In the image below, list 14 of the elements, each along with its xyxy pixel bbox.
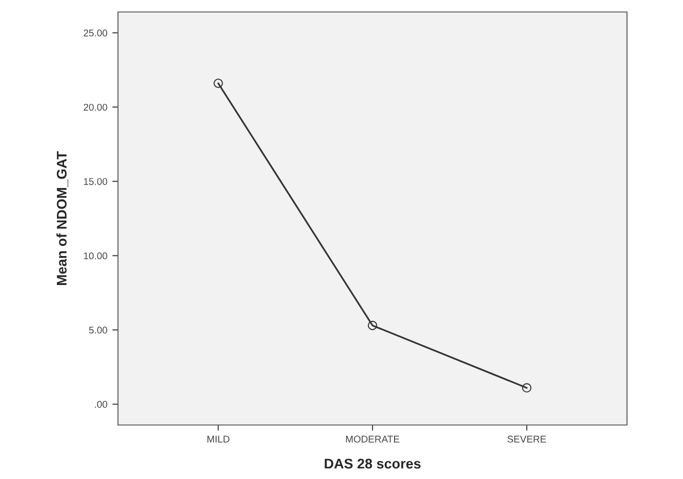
x-axis-title: DAS 28 scores <box>324 458 421 469</box>
x-tick-label: MILD <box>207 436 230 442</box>
y-tick-label: 10.00 <box>84 252 108 260</box>
point <box>522 383 532 393</box>
y-tick-label: 25.00 <box>84 30 108 36</box>
y-tick-label: 20.00 <box>84 104 108 111</box>
y-tick-label: 5.00 <box>89 326 108 334</box>
y-axis-title: Mean of NDOM_GAT <box>56 151 68 285</box>
point <box>214 78 223 88</box>
point <box>368 320 378 330</box>
x-tick-label: SEVERE <box>507 436 546 443</box>
x-tick-label: MODERATE <box>346 436 400 443</box>
y-tick-label: 15.00 <box>84 178 108 185</box>
y-tick-label: .00 <box>94 400 108 408</box>
